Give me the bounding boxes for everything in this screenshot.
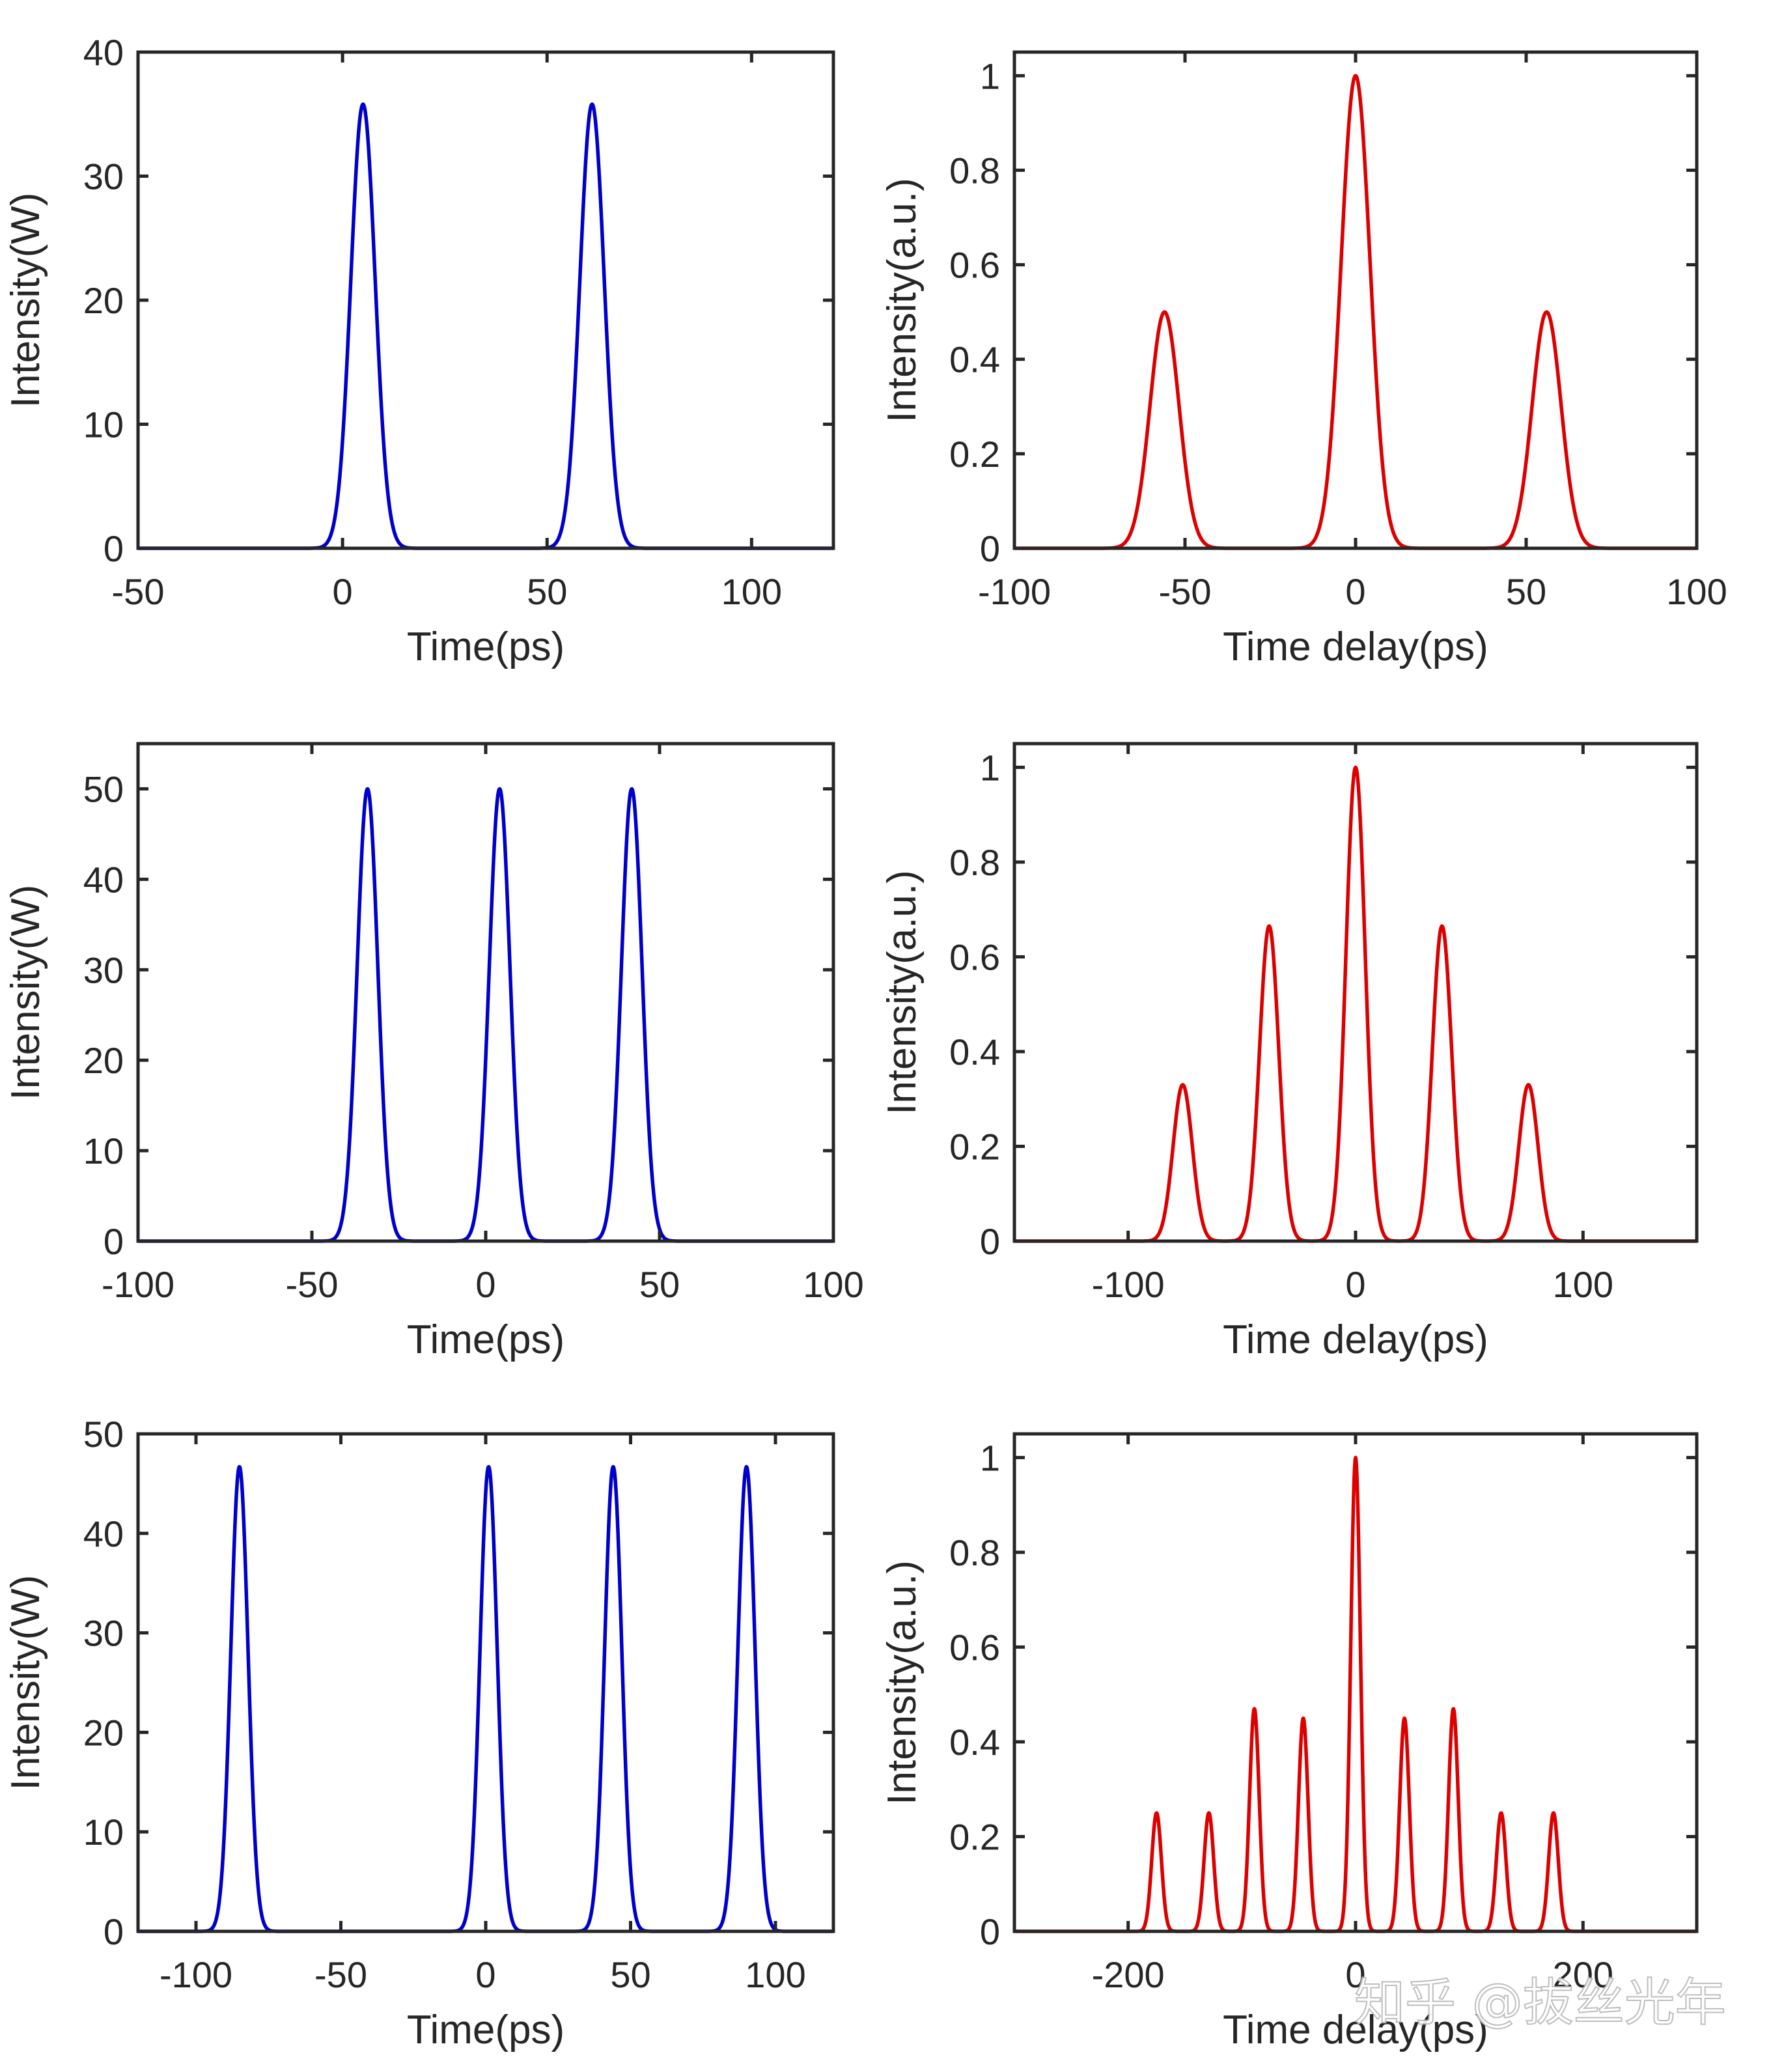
- y-tick-label-row3-time-4: 40: [83, 1513, 124, 1554]
- y-tick-label-row2-autocorr-0: 0: [980, 1221, 1000, 1262]
- x-tick-label-row3-time-3: 50: [610, 1954, 650, 1995]
- x-axis-title-row2-time: Time(ps): [407, 1317, 564, 1362]
- y-tick-label-row1-time-3: 30: [83, 156, 124, 197]
- x-tick-label-row1-time-0: -50: [112, 571, 165, 612]
- x-tick-label-row1-time-3: 100: [721, 571, 782, 612]
- y-tick-label-row1-time-2: 20: [83, 280, 124, 321]
- x-tick-label-row1-autocorr-2: 0: [1345, 571, 1365, 612]
- y-tick-label-row1-time-1: 10: [83, 404, 124, 445]
- y-tick-label-row1-autocorr-0: 0: [980, 528, 1000, 569]
- y-tick-label-row3-time-1: 10: [83, 1812, 124, 1853]
- x-axis-title-row1-time: Time(ps): [407, 624, 564, 669]
- x-tick-label-row1-autocorr-1: -50: [1159, 571, 1212, 612]
- y-tick-label-row2-time-0: 0: [104, 1221, 124, 1262]
- y-tick-label-row2-time-4: 40: [83, 859, 124, 900]
- x-tick-label-row2-time-1: -50: [286, 1264, 339, 1305]
- y-tick-label-row3-time-5: 50: [83, 1414, 124, 1455]
- x-tick-label-row3-time-2: 0: [475, 1954, 495, 1995]
- y-axis-title-row1-autocorr: Intensity(a.u.): [880, 178, 925, 423]
- x-tick-label-row3-time-1: -50: [314, 1954, 367, 1995]
- x-tick-label-row3-autocorr-0: -200: [1092, 1954, 1165, 1995]
- x-tick-label-row1-time-2: 50: [527, 571, 567, 612]
- series-line-row3-time-0: [137, 1464, 835, 1933]
- y-tick-label-row3-time-3: 30: [83, 1613, 124, 1654]
- y-tick-label-row1-autocorr-3: 0.6: [949, 245, 1000, 286]
- y-tick-label-row1-time-4: 40: [83, 32, 124, 73]
- y-axis-title-row2-autocorr: Intensity(a.u.): [880, 870, 925, 1115]
- x-tick-label-row2-time-2: 0: [475, 1264, 495, 1305]
- y-tick-label-row2-time-1: 10: [83, 1130, 124, 1171]
- x-tick-label-row3-autocorr-1: 0: [1345, 1954, 1365, 1995]
- panel-row2-autocorr: -100 0 100 0 0.2 0.4 0.6 0.8 1 Time delay(ps) Inte…: [880, 742, 1699, 1362]
- x-tick-label-row2-time-4: 100: [803, 1264, 863, 1305]
- y-tick-label-row1-autocorr-5: 1: [980, 55, 1000, 96]
- y-tick-label-row3-time-2: 20: [83, 1712, 124, 1753]
- y-tick-label-row1-autocorr-2: 0.4: [949, 339, 1000, 380]
- y-tick-label-row3-autocorr-2: 0.4: [949, 1722, 1000, 1763]
- panel-row3-time: -100 -50 0 50 100 0 10 20 30 40 50 Time(ps) Intensit…: [3, 1414, 835, 2052]
- y-tick-label-row3-autocorr-0: 0: [980, 1911, 1000, 1952]
- y-tick-label-row2-time-2: 20: [83, 1040, 124, 1081]
- y-tick-label-row3-time-0: 0: [104, 1911, 124, 1952]
- y-tick-label-row2-time-5: 50: [83, 768, 124, 809]
- x-tick-label-row1-autocorr-3: 50: [1506, 571, 1546, 612]
- watermark-text: 知乎 @拔丝光年: [1354, 1974, 1726, 2032]
- y-axis-title-row1-time: Intensity(W): [3, 193, 48, 408]
- y-axis-title-row3-time: Intensity(W): [3, 1575, 48, 1791]
- y-tick-label-row2-autocorr-3: 0.6: [949, 936, 1000, 977]
- y-tick-label-row2-autocorr-5: 1: [980, 747, 1000, 788]
- y-tick-label-row3-autocorr-5: 1: [980, 1437, 1000, 1478]
- x-tick-label-row1-time-1: 0: [333, 571, 353, 612]
- x-tick-label-row2-autocorr-2: 100: [1553, 1264, 1613, 1305]
- series-line-row1-autocorr-0: [1013, 74, 1698, 550]
- y-tick-label-row2-time-3: 30: [83, 949, 124, 990]
- y-tick-label-row2-autocorr-2: 0.4: [949, 1031, 1000, 1072]
- x-axis-title-row1-autocorr: Time delay(ps): [1223, 624, 1488, 669]
- y-axis-title-row2-time: Intensity(W): [3, 885, 48, 1100]
- x-tick-label-row3-time-4: 100: [745, 1954, 805, 1995]
- y-axis-title-row3-autocorr: Intensity(a.u.): [880, 1560, 925, 1805]
- panel-row3-autocorr: -200 0 200 0 0.2 0.4 0.6 0.8 1 Time delay(ps) Inte…: [880, 1432, 1699, 2052]
- x-tick-label-row3-time-0: -100: [160, 1954, 232, 1995]
- panel-row1-autocorr: -100 -50 0 50 100 0 0.2 0.4 0.6 0.8 1 Time delay(ps…: [880, 50, 1727, 669]
- x-tick-label-row2-time-3: 50: [639, 1264, 680, 1305]
- y-tick-label-row3-autocorr-1: 0.2: [949, 1816, 1000, 1857]
- x-tick-label-row1-autocorr-4: 100: [1666, 571, 1727, 612]
- x-axis-title-row3-autocorr: Time delay(ps): [1223, 2008, 1488, 2052]
- x-tick-label-row2-autocorr-0: -100: [1092, 1264, 1165, 1305]
- x-tick-label-row3-autocorr-2: 200: [1553, 1954, 1613, 1995]
- y-tick-label-row1-autocorr-4: 0.8: [949, 150, 1000, 191]
- y-tick-label-row3-autocorr-4: 0.8: [949, 1532, 1000, 1573]
- y-tick-label-row3-autocorr-3: 0.6: [949, 1627, 1000, 1668]
- y-tick-label-row1-time-0: 0: [104, 528, 124, 569]
- x-tick-label-row2-autocorr-1: 0: [1345, 1264, 1365, 1305]
- y-tick-label-row2-autocorr-1: 0.2: [949, 1126, 1000, 1167]
- x-axis-title-row3-time: Time(ps): [407, 2008, 564, 2052]
- x-tick-label-row2-time-0: -100: [102, 1264, 174, 1305]
- panel-row2-time: -100 -50 0 50 100 0 10 20 30 40 50 Time(ps) Intensit…: [3, 742, 864, 1362]
- y-tick-label-row2-autocorr-4: 0.8: [949, 842, 1000, 883]
- x-axis-title-row2-autocorr: Time delay(ps): [1223, 1317, 1488, 1362]
- y-tick-label-row1-autocorr-1: 0.2: [949, 434, 1000, 475]
- x-tick-label-row1-autocorr-0: -100: [978, 571, 1051, 612]
